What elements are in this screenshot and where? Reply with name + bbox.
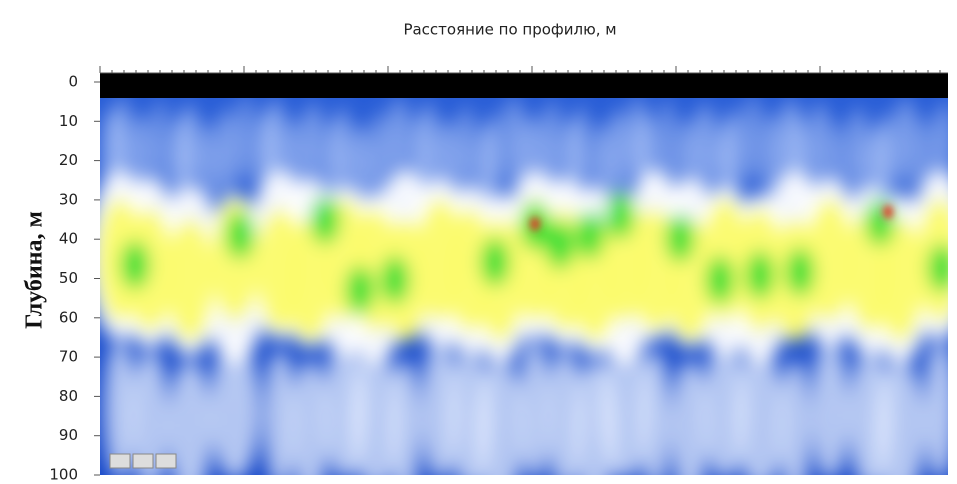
field-layers bbox=[88, 95, 957, 484]
chart: Расстояние по профилю, м Глубина, м 0 10 2… bbox=[0, 0, 957, 484]
y-tick-label: 90 bbox=[59, 426, 78, 444]
field-blob bbox=[746, 251, 774, 299]
field-blob bbox=[924, 340, 956, 480]
field-blob bbox=[333, 107, 351, 197]
field-blob bbox=[239, 95, 253, 185]
toolbar-button[interactable] bbox=[110, 454, 130, 468]
field-blob bbox=[706, 256, 734, 304]
field-blob bbox=[121, 241, 149, 289]
field-blob bbox=[608, 109, 630, 199]
field-blob bbox=[746, 95, 760, 185]
radargram-field bbox=[88, 73, 957, 484]
field-blob bbox=[458, 106, 474, 196]
field-spot bbox=[883, 205, 893, 219]
toolbar bbox=[110, 454, 176, 468]
field-blob bbox=[481, 238, 509, 286]
top-band bbox=[100, 73, 948, 98]
field-blob bbox=[639, 350, 671, 484]
field-blob bbox=[724, 108, 744, 198]
y-tick-label: 50 bbox=[59, 269, 78, 287]
field-blob bbox=[735, 350, 785, 484]
y-tick-label: 40 bbox=[59, 230, 78, 248]
field-blob bbox=[488, 110, 502, 200]
field-blob bbox=[264, 350, 296, 484]
field-blob bbox=[419, 102, 437, 192]
chart-title: Расстояние по профилю, м bbox=[403, 21, 616, 39]
toolbar-button[interactable] bbox=[156, 454, 176, 468]
y-tick-label: 10 bbox=[59, 112, 78, 130]
field-blob bbox=[217, 108, 237, 198]
field-blob bbox=[786, 248, 814, 296]
field-blob bbox=[226, 211, 254, 259]
y-tick-label: 70 bbox=[59, 348, 78, 366]
field-blob bbox=[381, 256, 409, 304]
field-blob bbox=[811, 340, 849, 480]
field-blob bbox=[666, 214, 694, 262]
field-blob bbox=[311, 196, 339, 244]
y-tick-label: 100 bbox=[49, 466, 78, 484]
field-blob bbox=[178, 104, 200, 194]
field-blob bbox=[866, 198, 894, 246]
field-blob bbox=[896, 98, 916, 188]
field-blob bbox=[166, 218, 214, 342]
toolbar-button[interactable] bbox=[133, 454, 153, 468]
field-blob bbox=[849, 107, 867, 197]
y-tick-label: 20 bbox=[59, 151, 78, 169]
top-axis-ticks bbox=[100, 66, 940, 73]
field-blob bbox=[153, 100, 167, 190]
field-spot bbox=[530, 217, 540, 231]
field-blob bbox=[928, 244, 956, 292]
field-blob bbox=[606, 191, 634, 239]
field-blob bbox=[576, 211, 604, 259]
y-axis-label: Глубина, м bbox=[22, 211, 48, 329]
y-tick-label: 60 bbox=[59, 308, 78, 326]
field-blob bbox=[546, 221, 574, 269]
field-blob bbox=[879, 111, 895, 201]
y-tick-label: 0 bbox=[68, 73, 78, 91]
field-blob bbox=[505, 97, 523, 187]
y-tick-label: 30 bbox=[59, 190, 78, 208]
field-blob bbox=[574, 105, 588, 195]
field-blob bbox=[346, 266, 374, 314]
y-tick-label: 80 bbox=[59, 387, 78, 405]
